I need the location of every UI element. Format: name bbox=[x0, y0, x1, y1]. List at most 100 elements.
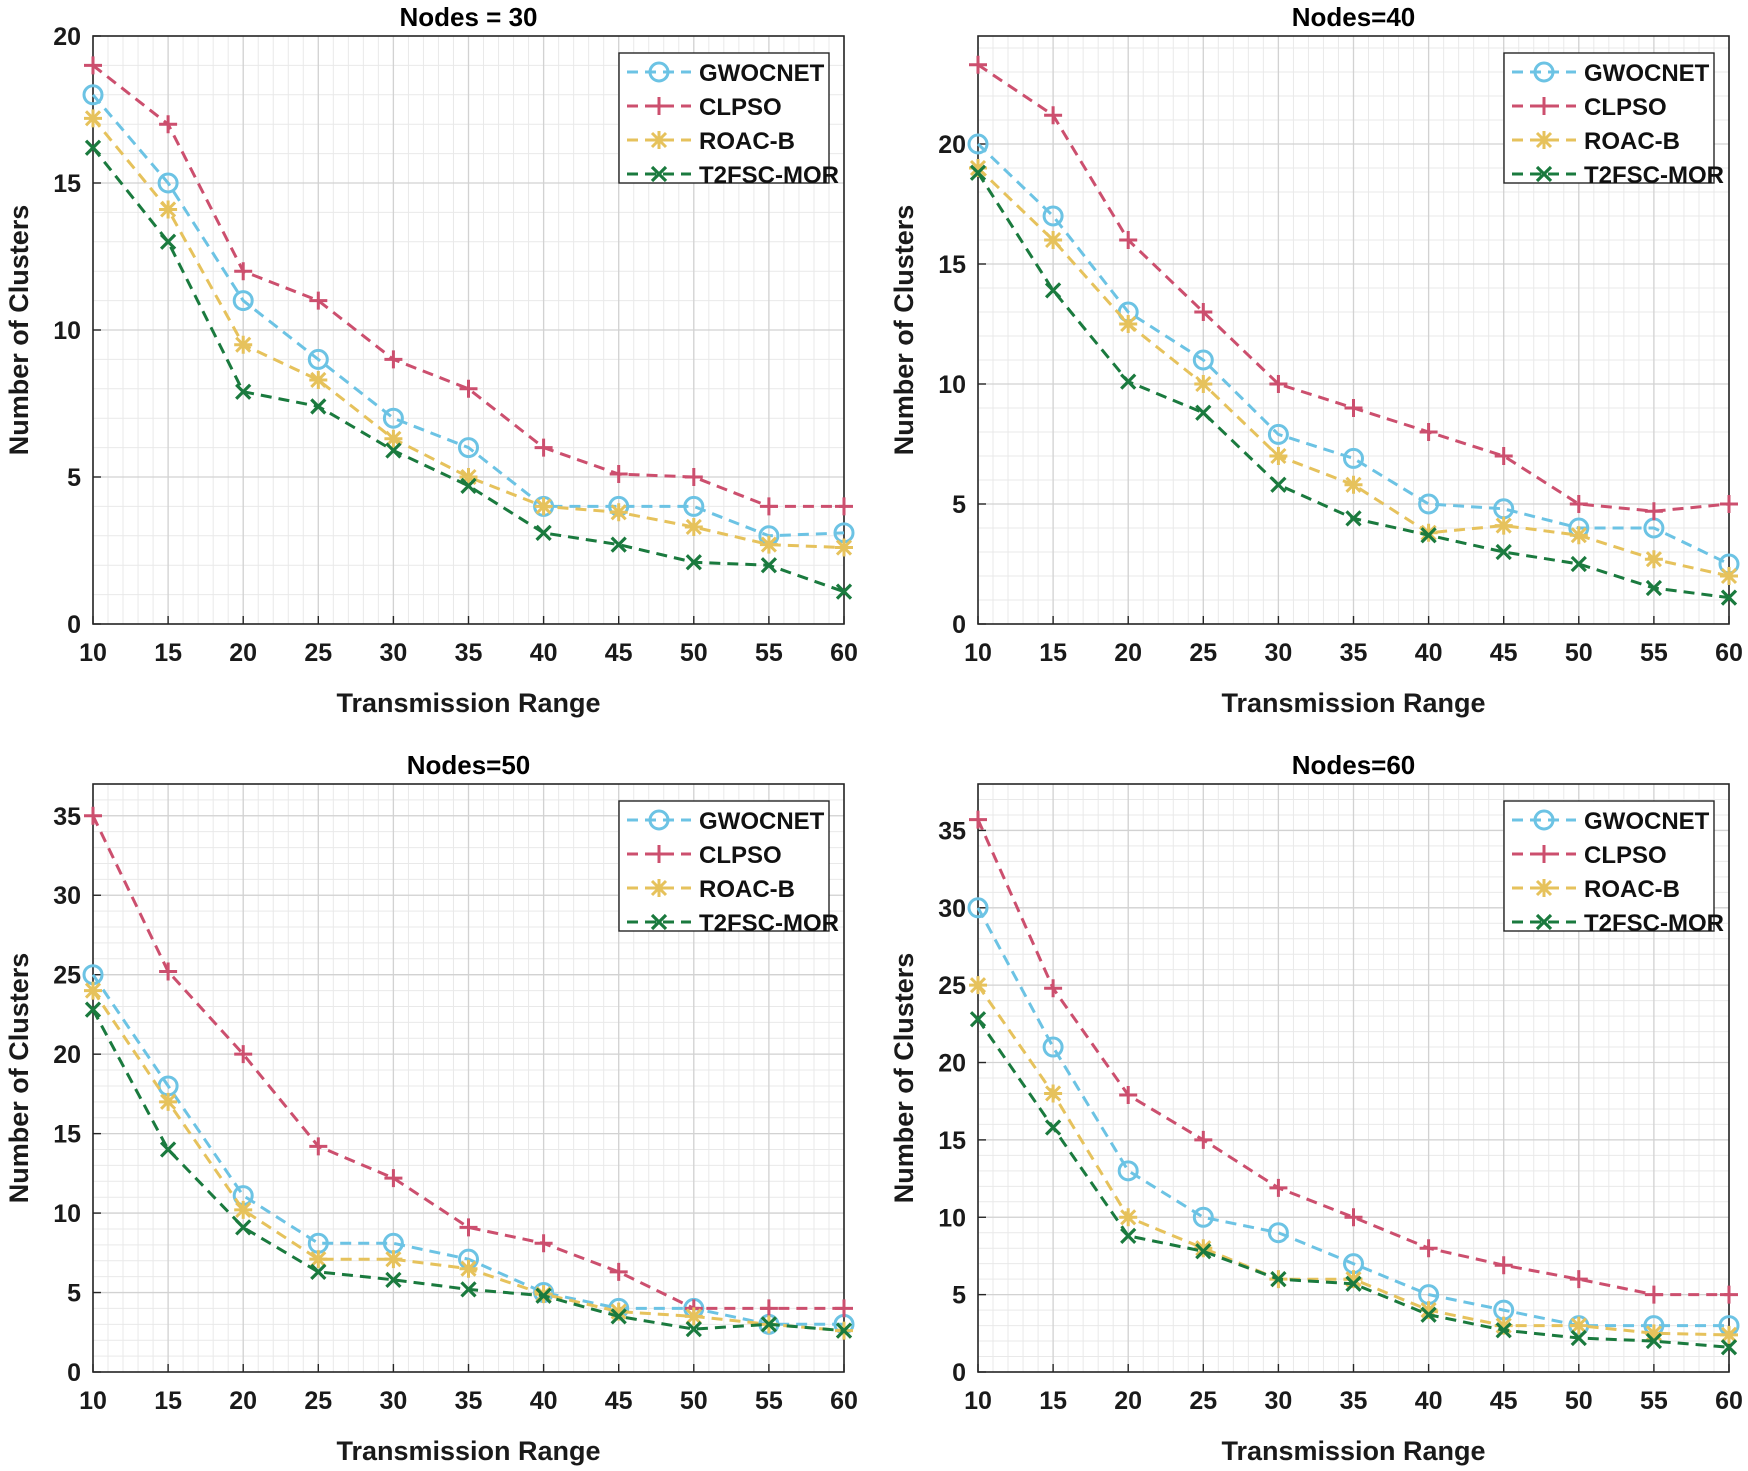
data-point-clpso bbox=[969, 55, 987, 74]
series-line-roac-b bbox=[976, 166, 1730, 578]
chart-title: Nodes=50 bbox=[407, 750, 531, 780]
data-point-roac-b bbox=[1644, 550, 1663, 569]
data-point-roac-b bbox=[609, 503, 628, 522]
data-point-clpso bbox=[459, 1218, 478, 1237]
legend-box bbox=[1503, 800, 1715, 932]
data-point-clpso bbox=[1194, 303, 1213, 321]
data-point-t2fsc-mor bbox=[1495, 1322, 1512, 1339]
data-point-clpso bbox=[1644, 1285, 1663, 1304]
data-point-gwocnet bbox=[1267, 423, 1289, 445]
legend-entry-gwocnet: GWOCNET bbox=[1512, 60, 1710, 87]
y-tick-label: 20 bbox=[938, 1050, 966, 1078]
y-tick-label: 0 bbox=[952, 1359, 966, 1387]
legend-entry-roac-b: ROAC-B bbox=[1512, 876, 1680, 903]
legend-label: GWOCNET bbox=[1584, 60, 1710, 87]
data-point-t2fsc-mor bbox=[1195, 404, 1212, 421]
data-point-t2fsc-mor bbox=[535, 1287, 552, 1304]
y-axis-label: Number of Clusters bbox=[889, 205, 919, 456]
data-point-t2fsc-mor bbox=[685, 554, 702, 571]
data-point-gwocnet bbox=[967, 897, 989, 919]
x-tick-label: 35 bbox=[1340, 1387, 1368, 1415]
series-clpso bbox=[969, 810, 1738, 1304]
data-point-gwocnet bbox=[967, 133, 989, 155]
data-point-roac-b bbox=[459, 468, 478, 486]
x-tick-label: 10 bbox=[79, 639, 107, 667]
data-point-roac-b bbox=[159, 200, 178, 219]
x-tick-label: 50 bbox=[1565, 1387, 1593, 1415]
data-point-clpso bbox=[234, 262, 253, 281]
data-point-roac-b bbox=[234, 335, 253, 354]
data-point-clpso bbox=[84, 806, 102, 825]
data-point-t2fsc-mor bbox=[1044, 282, 1062, 299]
data-point-t2fsc-mor bbox=[969, 164, 987, 181]
data-point-t2fsc-mor bbox=[1720, 1339, 1738, 1356]
data-point-t2fsc-mor bbox=[760, 1316, 778, 1333]
legend-marker-gwocnet bbox=[648, 809, 670, 831]
data-point-gwocnet bbox=[1042, 205, 1064, 227]
data-point-t2fsc-mor bbox=[1195, 1243, 1212, 1260]
y-tick-label: 30 bbox=[53, 882, 81, 910]
x-tick-label: 20 bbox=[1114, 1387, 1142, 1415]
legend-marker-clpso bbox=[650, 97, 668, 115]
x-tick-label: 30 bbox=[1264, 639, 1292, 667]
data-point-t2fsc-mor bbox=[1720, 589, 1738, 606]
data-point-roac-b bbox=[234, 1200, 253, 1219]
legend-label: T2FSC-MOR bbox=[699, 162, 839, 189]
legend-marker-clpso bbox=[650, 845, 668, 863]
data-point-t2fsc-mor bbox=[159, 1141, 177, 1158]
x-tick-label: 40 bbox=[530, 639, 558, 667]
legend-entry-roac-b: ROAC-B bbox=[627, 876, 795, 903]
legend-marker-clpso bbox=[1535, 845, 1553, 863]
legend-label: GWOCNET bbox=[1584, 808, 1710, 835]
y-tick-label: 0 bbox=[952, 611, 966, 639]
series-t2fsc-mor bbox=[84, 1001, 853, 1339]
data-point-roac-b bbox=[1344, 475, 1363, 494]
data-point-t2fsc-mor bbox=[159, 233, 177, 250]
data-point-clpso bbox=[1194, 1130, 1213, 1149]
legend-marker-t2fsc-mor bbox=[1535, 913, 1553, 931]
chart-panel-2: 10 15 20 25 30 35 40 45 50 55 60 0 5 10 15 20 Nodes=40 Tr… bbox=[889, 2, 1743, 718]
data-point-t2fsc-mor bbox=[1570, 555, 1587, 573]
data-point-roac-b bbox=[384, 1250, 403, 1269]
x-tick-label: 20 bbox=[229, 1387, 257, 1415]
series-line-gwocnet bbox=[91, 93, 845, 538]
y-tick-label: 15 bbox=[53, 170, 81, 198]
data-point-clpso bbox=[384, 350, 403, 369]
data-point-gwocnet bbox=[1267, 1222, 1289, 1244]
series-t2fsc-mor bbox=[969, 164, 1738, 606]
x-axis-label: Transmission Range bbox=[1221, 688, 1485, 718]
data-point-t2fsc-mor bbox=[84, 139, 102, 156]
data-point-clpso bbox=[309, 1137, 328, 1156]
legend-entry-gwocnet: GWOCNET bbox=[1512, 808, 1710, 835]
data-point-clpso bbox=[534, 438, 553, 457]
x-tick-label: 60 bbox=[1715, 639, 1743, 667]
y-tick-label: 35 bbox=[53, 803, 81, 831]
legend-marker-t2fsc-mor bbox=[1535, 165, 1553, 183]
data-point-gwocnet bbox=[1418, 493, 1440, 515]
data-point-clpso bbox=[1419, 1239, 1438, 1258]
data-point-roac-b bbox=[1569, 526, 1588, 545]
data-point-clpso bbox=[609, 1262, 628, 1281]
data-point-gwocnet bbox=[382, 407, 404, 429]
data-point-clpso bbox=[534, 1234, 553, 1253]
data-point-clpso bbox=[1720, 1285, 1738, 1304]
data-point-t2fsc-mor bbox=[1044, 1119, 1062, 1136]
legend-label: GWOCNET bbox=[699, 808, 825, 835]
legend-entry-t2fsc-mor: T2FSC-MOR bbox=[627, 910, 839, 937]
legend-marker-roac-b bbox=[650, 879, 668, 897]
data-point-t2fsc-mor bbox=[835, 583, 853, 600]
data-point-roac-b bbox=[684, 1307, 703, 1326]
legend-label: GWOCNET bbox=[699, 60, 825, 87]
y-tick-label: 20 bbox=[938, 131, 966, 159]
x-tick-label: 45 bbox=[605, 1387, 633, 1415]
legend-entry-clpso: CLPSO bbox=[627, 842, 782, 869]
data-point-gwocnet bbox=[157, 172, 179, 194]
data-point-gwocnet bbox=[683, 495, 705, 517]
legend-label: ROAC-B bbox=[1584, 128, 1680, 155]
data-point-t2fsc-mor bbox=[685, 1320, 702, 1338]
data-point-clpso bbox=[84, 56, 102, 75]
data-point-clpso bbox=[1269, 375, 1288, 393]
y-axis-label: Number of Clusters bbox=[4, 205, 34, 456]
data-point-gwocnet bbox=[1042, 1036, 1064, 1058]
data-point-roac-b bbox=[1720, 567, 1738, 585]
